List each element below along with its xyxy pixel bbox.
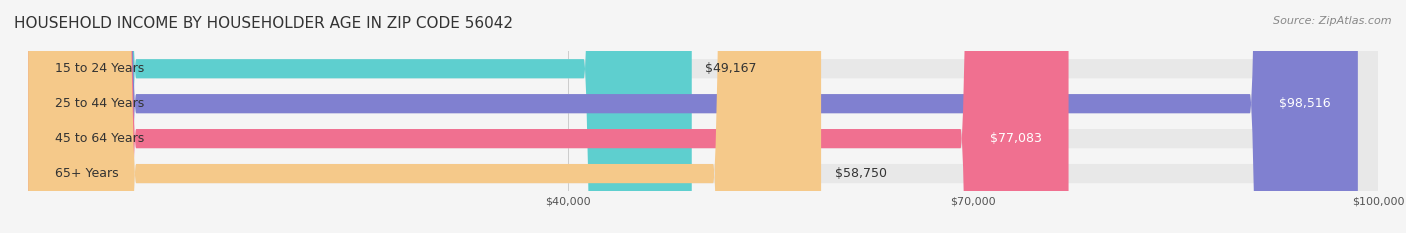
Text: 25 to 44 Years: 25 to 44 Years [55, 97, 145, 110]
Text: $77,083: $77,083 [990, 132, 1042, 145]
FancyBboxPatch shape [28, 0, 1378, 233]
FancyBboxPatch shape [28, 0, 821, 233]
FancyBboxPatch shape [28, 0, 1069, 233]
Text: $98,516: $98,516 [1279, 97, 1331, 110]
Text: 15 to 24 Years: 15 to 24 Years [55, 62, 145, 75]
Text: HOUSEHOLD INCOME BY HOUSEHOLDER AGE IN ZIP CODE 56042: HOUSEHOLD INCOME BY HOUSEHOLDER AGE IN Z… [14, 16, 513, 31]
Text: 65+ Years: 65+ Years [55, 167, 118, 180]
Text: Source: ZipAtlas.com: Source: ZipAtlas.com [1274, 16, 1392, 26]
FancyBboxPatch shape [28, 0, 692, 233]
FancyBboxPatch shape [28, 0, 1358, 233]
Text: 45 to 64 Years: 45 to 64 Years [55, 132, 145, 145]
Text: $58,750: $58,750 [835, 167, 887, 180]
FancyBboxPatch shape [28, 0, 1378, 233]
FancyBboxPatch shape [28, 0, 1378, 233]
FancyBboxPatch shape [28, 0, 1378, 233]
Text: $49,167: $49,167 [706, 62, 756, 75]
